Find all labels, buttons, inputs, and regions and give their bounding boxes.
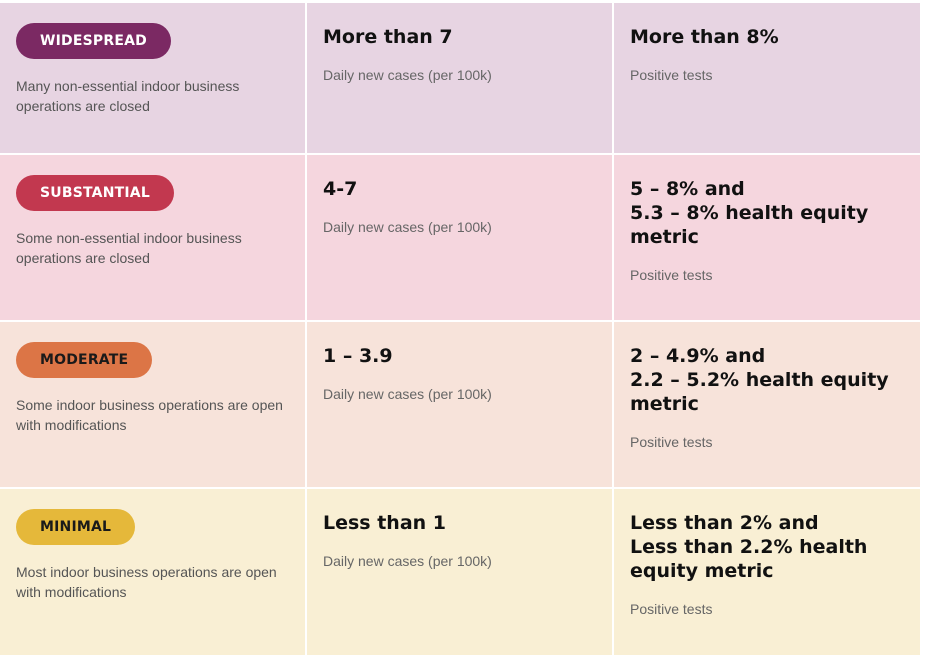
tests-value: 2 – 4.9% and 2.2 – 5.2% health equity me…	[630, 345, 889, 415]
tier-cell-moderate: MODERATE Some indoor business operations…	[0, 322, 305, 487]
tests-value: Less than 2% and Less than 2.2% health e…	[630, 512, 868, 582]
tests-label: Positive tests	[630, 267, 713, 283]
cases-label: Daily new cases (per 100k)	[323, 219, 492, 235]
cases-cell-moderate: 1 – 3.9 Daily new cases (per 100k)	[307, 322, 612, 487]
tier-badge-moderate: MODERATE	[16, 342, 153, 378]
tier-description: Some non-essential indoor business opera…	[16, 230, 242, 266]
tier-badge-substantial: SUBSTANTIAL	[16, 175, 174, 211]
tier-description: Some indoor business operations are open…	[16, 397, 283, 433]
tests-cell-widespread: More than 8% Positive tests	[614, 3, 920, 153]
tier-badge-widespread: WIDESPREAD	[16, 23, 171, 59]
tests-value: 5 – 8% and 5.3 – 8% health equity metric	[630, 178, 869, 248]
tier-cell-substantial: SUBSTANTIAL Some non-essential indoor bu…	[0, 155, 305, 320]
tier-description: Most indoor business operations are open…	[16, 564, 277, 600]
cases-value: Less than 1	[323, 512, 447, 534]
cases-value: 4-7	[323, 178, 358, 200]
tier-cell-minimal: MINIMAL Most indoor business operations …	[0, 489, 305, 655]
cases-label: Daily new cases (per 100k)	[323, 67, 492, 83]
cases-cell-substantial: 4-7 Daily new cases (per 100k)	[307, 155, 612, 320]
tests-cell-minimal: Less than 2% and Less than 2.2% health e…	[614, 489, 920, 655]
cases-label: Daily new cases (per 100k)	[323, 553, 492, 569]
tier-description: Many non-essential indoor business opera…	[16, 78, 240, 114]
tests-cell-substantial: 5 – 8% and 5.3 – 8% health equity metric…	[614, 155, 920, 320]
tier-table: WIDESPREAD Many non-essential indoor bus…	[0, 3, 920, 655]
tests-label: Positive tests	[630, 67, 713, 83]
cases-label: Daily new cases (per 100k)	[323, 386, 492, 402]
tests-value: More than 8%	[630, 26, 779, 48]
tests-label: Positive tests	[630, 434, 713, 450]
cases-value: More than 7	[323, 26, 453, 48]
cases-value: 1 – 3.9	[323, 345, 393, 367]
cases-cell-minimal: Less than 1 Daily new cases (per 100k)	[307, 489, 612, 655]
tests-cell-moderate: 2 – 4.9% and 2.2 – 5.2% health equity me…	[614, 322, 920, 487]
cases-cell-widespread: More than 7 Daily new cases (per 100k)	[307, 3, 612, 153]
tests-label: Positive tests	[630, 601, 713, 617]
tier-badge-minimal: MINIMAL	[16, 509, 136, 545]
tier-cell-widespread: WIDESPREAD Many non-essential indoor bus…	[0, 3, 305, 153]
